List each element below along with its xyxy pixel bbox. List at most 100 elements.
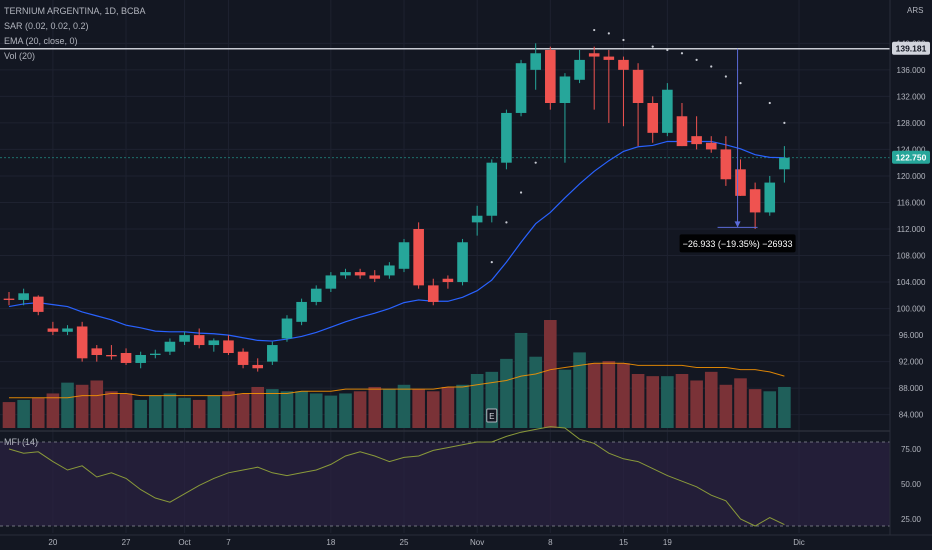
sar-dot [710, 65, 713, 68]
ema-legend[interactable]: EMA (20, close, 0) [4, 36, 78, 46]
candle [3, 292, 15, 306]
candle [208, 338, 220, 352]
earnings-letter: E [489, 412, 494, 421]
candle-body [164, 341, 176, 352]
volume-bar [46, 393, 60, 428]
time-tick-label: Dic [793, 538, 805, 547]
earnings-marker[interactable]: E [486, 408, 498, 423]
sar-dot [768, 101, 771, 105]
candle-body [530, 53, 541, 70]
candle [720, 136, 732, 186]
candle [398, 238, 410, 273]
mfi-band [0, 442, 890, 526]
candle [237, 348, 249, 369]
candle-body [310, 288, 322, 302]
candle-body [193, 335, 205, 346]
mfi-legend[interactable]: MFI (14) [4, 437, 39, 447]
candle-body [486, 162, 498, 216]
candle-body [501, 112, 512, 163]
candle-body [120, 353, 132, 363]
candle [545, 46, 556, 110]
price-tick-label: 92.000 [899, 358, 924, 367]
candle-body [545, 49, 556, 103]
sar-dot [519, 191, 523, 194]
candle-body [779, 157, 790, 170]
mfi-tick-label: 75.00 [901, 445, 922, 454]
time-tick-label: 7 [226, 538, 231, 547]
volume-bar [90, 380, 104, 428]
candle [457, 238, 468, 286]
volume-bar [704, 371, 718, 428]
ema-line [8, 140, 785, 342]
price-tick-label: 120.000 [897, 172, 926, 181]
price-tick-label: 84.000 [899, 411, 924, 420]
price-tick-label: 112.000 [897, 225, 926, 234]
candle-body [281, 318, 293, 339]
candle [179, 331, 190, 346]
candle [76, 321, 88, 362]
candle-body [735, 169, 746, 196]
volume-bar [105, 391, 118, 428]
candle-body [150, 353, 161, 355]
candle [223, 335, 234, 355]
measure-tool[interactable]: −26.933 (−19.35%) −26933 [679, 48, 796, 253]
volume-bar [646, 376, 660, 428]
candle-body [47, 328, 59, 332]
candle [91, 345, 103, 362]
candle [135, 351, 146, 369]
volume-bar [412, 389, 425, 428]
volume-bar [119, 393, 133, 428]
ema-path [8, 140, 785, 342]
candle-body [603, 56, 615, 60]
candles[interactable] [3, 43, 790, 372]
volume-bar [353, 391, 367, 428]
candle [18, 288, 29, 306]
candle-body [632, 69, 644, 103]
resistance-price-box [892, 41, 930, 55]
candle-body [442, 278, 454, 283]
candle-body [106, 355, 117, 357]
price-tick-label: 116.000 [897, 198, 926, 207]
candle-body [296, 301, 307, 322]
price-tick-label: 124.000 [897, 145, 926, 154]
candle [632, 63, 644, 147]
candle-body [705, 142, 717, 150]
candle-body [223, 340, 234, 354]
volume-bar [631, 374, 645, 428]
volume-bar [280, 391, 294, 428]
mfi-tick-label: 50.00 [901, 480, 922, 489]
candle-body [588, 53, 600, 57]
sar-legend[interactable]: SAR (0.02, 0.02, 0.2) [4, 21, 89, 31]
candle [340, 268, 351, 279]
candle-body [267, 345, 278, 362]
candle [369, 270, 381, 283]
volume-ma-path [9, 362, 785, 399]
time-tick-label: 19 [663, 538, 672, 547]
candle [106, 345, 117, 360]
time-tick-label: 25 [400, 538, 409, 547]
candle-body [764, 182, 776, 213]
price-axis-bg [890, 0, 932, 550]
volume-bar [236, 393, 250, 428]
candle [603, 49, 615, 123]
last-price-label: 122.750 [896, 153, 927, 163]
volume-bar [61, 382, 74, 428]
vol-legend[interactable]: Vol (20) [4, 51, 36, 61]
price-tick-label: 100.000 [897, 305, 926, 314]
sar-dot [593, 28, 596, 32]
candle [62, 325, 73, 336]
candle-body [647, 103, 659, 133]
candle [530, 43, 541, 90]
sar-dot [783, 121, 786, 124]
candle-body [676, 116, 688, 147]
measure-label-box [679, 234, 796, 253]
sar-dot [695, 58, 698, 61]
candle [120, 348, 132, 365]
price-tick-label: 128.000 [897, 119, 926, 128]
candle [442, 275, 454, 289]
measure-arrow [734, 221, 741, 228]
time-tick-label: 20 [48, 538, 57, 547]
candle-body [354, 272, 366, 276]
price-tick-label: 136.000 [897, 66, 926, 75]
